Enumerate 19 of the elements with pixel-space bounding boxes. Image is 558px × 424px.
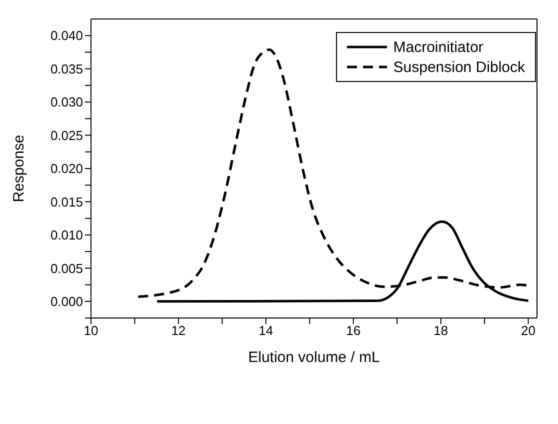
y-tick-label: 0.005 — [50, 260, 83, 276]
legend-label: Macroinitiator — [393, 38, 484, 56]
legend-label: Suspension Diblock — [393, 58, 525, 76]
x-tick-label: 18 — [434, 323, 448, 338]
y-tick-label: 0.020 — [50, 161, 83, 176]
y-axis-title: Response — [10, 134, 28, 202]
text: 0.000 — [50, 294, 83, 310]
y-tick-label: 0.025 — [50, 128, 83, 143]
y-tick-label: 0.040 — [50, 28, 83, 44]
y-tick-label: 0.030 — [50, 94, 83, 110]
x-tick-label: 10 — [84, 323, 98, 338]
y-tick-label: 0.035 — [50, 61, 83, 76]
y-tick-label: 0.010 — [50, 228, 83, 243]
x-tick-label: 16 — [346, 323, 361, 338]
x-tick-label: 20 — [521, 323, 536, 338]
x-tick-label: 12 — [171, 323, 186, 338]
y-tick-label: 0.015 — [50, 194, 83, 210]
x-axis-title: Elution volume / mL — [248, 349, 380, 366]
x-tick-label: 14 — [258, 323, 274, 338]
